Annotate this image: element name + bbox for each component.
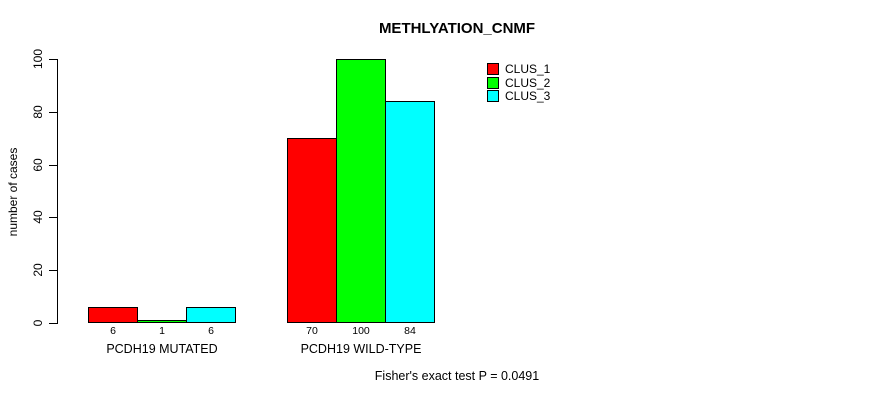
bar-CLUS_1-pcdh19-wild-type [287,138,337,323]
y-tick-mark [49,270,58,272]
y-tick-label: 60 [31,157,45,172]
y-tick-label: 80 [31,105,45,119]
y-tick-label: 100 [31,48,45,70]
legend-item-clus2: CLUS_2 [487,75,551,90]
y-tick-label: 20 [31,263,45,277]
bar-value-label: 84 [404,325,416,337]
legend-item-clus3: CLUS_3 [487,89,551,104]
bar-value-label: 1 [159,325,165,337]
y-axis-label: number of cases [6,147,20,237]
category-label-pcdh19-wild-type: PCDH19 WILD-TYPE [300,342,422,356]
legend-swatch-clus1 [487,63,499,75]
bar-value-label: 70 [306,325,318,337]
legend-label-clus1: CLUS_1 [505,62,551,76]
bar-CLUS_1-pcdh19-mutated [88,307,138,323]
y-axis [57,59,58,323]
bar-CLUS_3-pcdh19-mutated [186,307,236,323]
y-tick-mark [49,323,58,324]
bar-CLUS_2-pcdh19-wild-type [336,59,386,323]
legend-swatch-clus2 [487,76,499,89]
y-tick-mark [49,164,58,166]
y-tick-mark [49,217,58,219]
bar-CLUS_2-pcdh19-mutated [137,320,187,323]
bar-value-label: 6 [110,325,116,337]
annotation-fisher-test: Fisher's exact test P = 0.0491 [374,369,540,383]
bar-value-label: 100 [352,325,370,337]
legend-item-clus1: CLUS_1 [487,63,550,75]
y-tick-mark [49,59,58,60]
y-tick-label: 40 [31,210,45,225]
bar-CLUS_3-pcdh19-wild-type [385,101,435,323]
legend: CLUS_1 CLUS_2 CLUS_3 [487,63,550,104]
legend-label-clus2: CLUS_2 [505,75,551,90]
legend-swatch-clus3 [487,90,499,103]
y-tick-mark [49,111,58,113]
bar-value-label: 6 [208,325,214,337]
y-tick-label: 0 [31,319,45,327]
category-label-pcdh19-mutated: PCDH19 MUTATED [106,342,218,356]
chart-title: METHLYATION_CNMF [378,20,536,37]
legend-label-clus3: CLUS_3 [505,89,551,104]
